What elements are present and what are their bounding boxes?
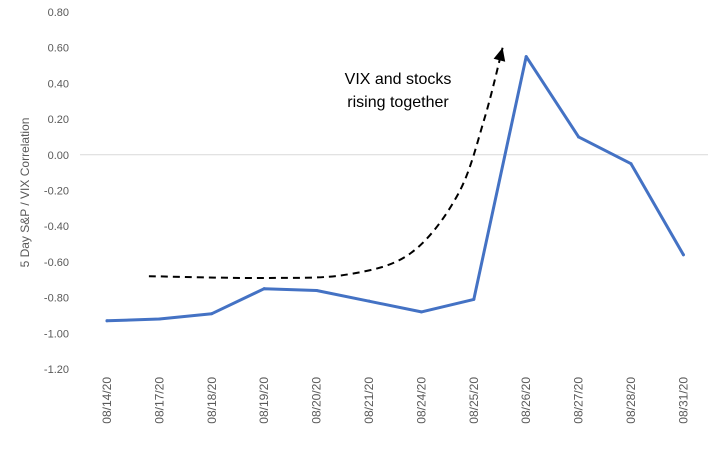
x-tick-label: 08/31/20 [676,377,690,424]
data-point [210,312,214,316]
data-point [681,253,685,257]
x-tick-label: 08/20/20 [310,377,324,424]
y-tick-label: -1.00 [44,328,69,340]
y-axis-ticks: -1.20 -1.00 -0.80 -0.60 -0.40 -0.20 0.00 0.20 0.… [44,7,69,376]
y-tick-label: 0.80 [48,7,69,19]
data-point [629,162,633,166]
x-tick-label: 08/28/20 [624,377,638,424]
x-tick-label: 08/18/20 [205,377,219,424]
x-axis-ticks: 08/14/20 08/17/20 08/18/20 08/19/20 08/20/20… [100,377,690,424]
y-tick-label: -0.20 [44,186,69,198]
y-axis-label-group: 5 Day S&P / VIX Correlation [18,118,32,268]
x-tick-label: 08/24/20 [414,377,428,424]
data-point [472,297,476,301]
data-point [105,319,109,323]
x-tick-label: 08/26/20 [519,377,533,424]
data-point [262,287,266,291]
x-tick-label: 08/17/20 [152,377,166,424]
y-tick-label: 0.00 [48,150,69,162]
y-tick-label: 0.60 [48,43,69,55]
x-tick-label: 08/21/20 [362,377,376,424]
y-tick-label: 0.40 [48,78,69,90]
data-point [419,310,423,314]
annotation-group: VIX and stocks rising together [148,47,506,280]
data-point [524,55,528,59]
y-tick-label: 0.20 [48,114,69,126]
y-tick-label: -1.20 [44,364,69,376]
x-tick-label: 08/19/20 [257,377,271,424]
annotation-text: rising together [347,94,449,111]
data-point [315,288,319,292]
annotation-arrowhead [493,47,506,62]
y-tick-label: -0.40 [44,221,69,233]
data-point [157,317,161,321]
y-axis-label: 5 Day S&P / VIX Correlation [18,118,32,268]
y-tick-label: -0.60 [44,257,69,269]
x-tick-label: 08/14/20 [100,377,114,424]
data-point [367,299,371,303]
y-tick-label: -0.80 [44,293,69,305]
x-tick-label: 08/27/20 [572,377,586,424]
series-group [105,55,685,323]
series-line [105,55,685,323]
data-point [577,135,581,139]
x-tick-label: 08/25/20 [467,377,481,424]
annotation-arrow-line [148,47,504,280]
annotation-text: VIX and stocks [345,71,452,88]
